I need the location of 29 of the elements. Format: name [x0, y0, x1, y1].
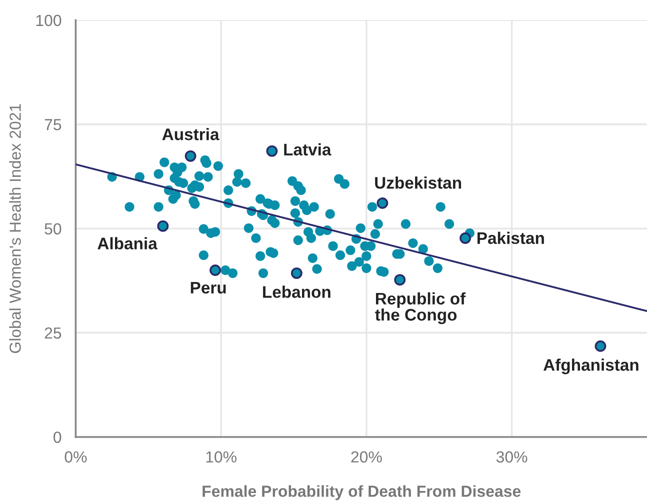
- point: [157, 220, 169, 232]
- point: [460, 232, 472, 244]
- point: [290, 267, 302, 279]
- point: [266, 145, 278, 157]
- point: [210, 264, 221, 276]
- x-tick-label: 30%: [496, 451, 528, 463]
- x-axis-title: Female Probability of Death From Disease: [202, 485, 521, 500]
- annotation: Uzbekistan: [375, 176, 462, 189]
- annotation: Latvia: [284, 143, 332, 156]
- x-tick-label: 20%: [351, 451, 382, 463]
- x-tick-label: 0%: [64, 451, 87, 463]
- point: [184, 150, 196, 162]
- point: [376, 197, 388, 209]
- annotation: Pakistan: [478, 232, 544, 244]
- point: [394, 274, 406, 286]
- point: [594, 340, 606, 352]
- x-tick-label: 10%: [206, 451, 236, 463]
- y-tick-label: 75: [44, 119, 62, 130]
- annotation: Albania: [98, 237, 158, 250]
- annotation: Austria: [162, 128, 220, 140]
- y-tick-label: 100: [36, 14, 62, 26]
- y-tick-label: 0: [54, 432, 62, 443]
- annotation: Republic of the Congo: [375, 292, 466, 324]
- annotation: Afghanistan: [543, 358, 638, 374]
- y-tick-label: 50: [44, 223, 62, 235]
- y-tick-label: 25: [44, 327, 62, 339]
- y-axis-title: Global Women's Health Index 2021: [9, 104, 21, 353]
- annotation: Peru: [190, 282, 226, 294]
- annotation: Lebanon: [263, 286, 330, 298]
